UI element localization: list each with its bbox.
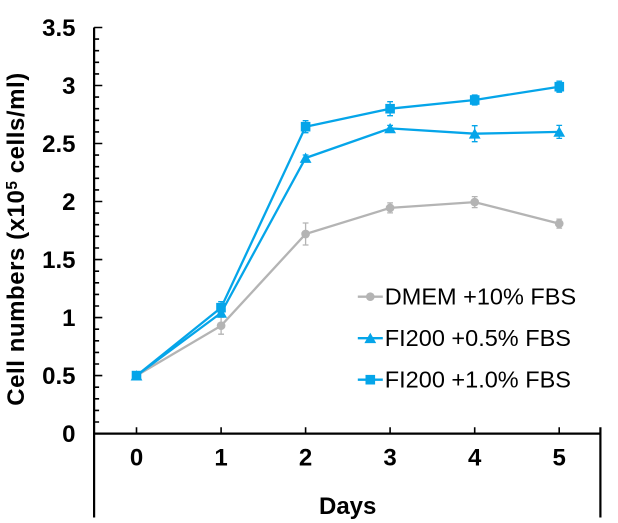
svg-text:2.5: 2.5 (42, 131, 75, 158)
svg-text:3: 3 (62, 73, 75, 100)
svg-text:4: 4 (468, 445, 482, 472)
svg-text:2: 2 (62, 189, 75, 216)
svg-text:3: 3 (383, 445, 396, 472)
svg-text:5: 5 (553, 445, 566, 472)
svg-text:1.5: 1.5 (42, 247, 75, 274)
svg-text:2: 2 (299, 445, 312, 472)
svg-text:FI200 +1.0% FBS: FI200 +1.0% FBS (385, 367, 571, 393)
svg-text:1: 1 (62, 305, 75, 332)
svg-text:0: 0 (62, 421, 75, 448)
svg-text:0: 0 (130, 445, 143, 472)
svg-text:1: 1 (214, 445, 227, 472)
svg-text:FI200 +0.5% FBS: FI200 +0.5% FBS (385, 325, 571, 351)
svg-text:DMEM +10% FBS: DMEM +10% FBS (385, 284, 576, 310)
svg-text:3.5: 3.5 (42, 15, 75, 42)
svg-text:0.5: 0.5 (42, 363, 75, 390)
svg-text:Days: Days (319, 493, 376, 520)
svg-text:Cell numbers (x105 cells/ml): Cell numbers (x105 cells/ml) (3, 72, 30, 405)
